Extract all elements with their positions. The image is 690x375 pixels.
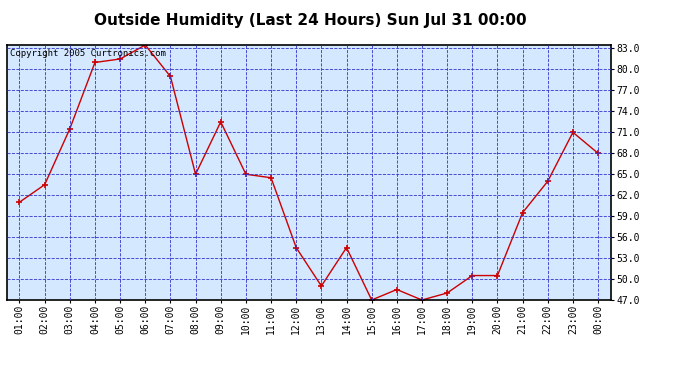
Text: Outside Humidity (Last 24 Hours) Sun Jul 31 00:00: Outside Humidity (Last 24 Hours) Sun Jul… bbox=[95, 13, 526, 28]
Text: Copyright 2005 Curtronics.com: Copyright 2005 Curtronics.com bbox=[10, 49, 166, 58]
